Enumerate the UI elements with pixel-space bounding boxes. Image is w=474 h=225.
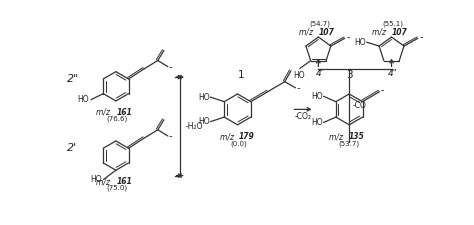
Text: 2': 2' xyxy=(66,143,77,153)
Text: HO: HO xyxy=(311,92,323,101)
Text: -CO₂: -CO₂ xyxy=(294,112,311,121)
Text: 4': 4' xyxy=(316,69,324,78)
Text: 161: 161 xyxy=(117,177,132,186)
Text: -: - xyxy=(381,85,384,95)
Text: m/z: m/z xyxy=(96,177,113,186)
Text: (75.0): (75.0) xyxy=(107,185,128,191)
Text: 2": 2" xyxy=(66,74,79,84)
Text: 135: 135 xyxy=(349,133,365,142)
Text: HO: HO xyxy=(293,71,305,80)
Text: (76.6): (76.6) xyxy=(107,116,128,122)
Text: (54.7): (54.7) xyxy=(310,20,330,27)
Text: 1: 1 xyxy=(238,70,245,80)
Text: 161: 161 xyxy=(117,108,132,117)
Text: HO: HO xyxy=(91,175,102,184)
Text: 107: 107 xyxy=(392,28,407,37)
Text: HO: HO xyxy=(311,118,323,127)
Text: 179: 179 xyxy=(239,133,255,142)
Text: m/z: m/z xyxy=(96,108,113,117)
Text: m/z: m/z xyxy=(372,28,389,37)
Text: 4": 4" xyxy=(388,69,398,78)
Text: m/z: m/z xyxy=(219,133,236,142)
Text: (53.7): (53.7) xyxy=(338,140,360,147)
Text: (0.0): (0.0) xyxy=(231,140,247,147)
Text: -: - xyxy=(169,131,172,141)
Text: 107: 107 xyxy=(318,28,334,37)
Text: 3: 3 xyxy=(346,70,353,80)
Text: -: - xyxy=(419,32,423,42)
Text: HO: HO xyxy=(78,95,89,104)
Text: m/z: m/z xyxy=(329,133,346,142)
Text: m/z: m/z xyxy=(299,28,315,37)
Text: -: - xyxy=(296,83,300,93)
Text: -: - xyxy=(346,32,350,42)
Text: -H₂O: -H₂O xyxy=(186,122,203,131)
Text: -: - xyxy=(169,62,172,72)
Text: HO: HO xyxy=(198,92,210,101)
Text: -CO: -CO xyxy=(352,101,366,110)
Text: HO: HO xyxy=(198,117,210,126)
Text: HO: HO xyxy=(355,38,366,47)
Text: (55.1): (55.1) xyxy=(383,20,403,27)
